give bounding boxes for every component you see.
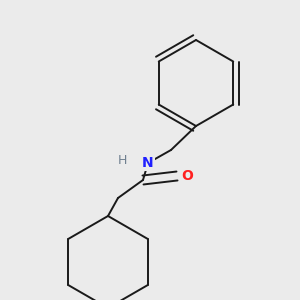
Text: N: N bbox=[142, 156, 154, 170]
Text: H: H bbox=[117, 154, 127, 167]
Text: O: O bbox=[181, 169, 193, 183]
